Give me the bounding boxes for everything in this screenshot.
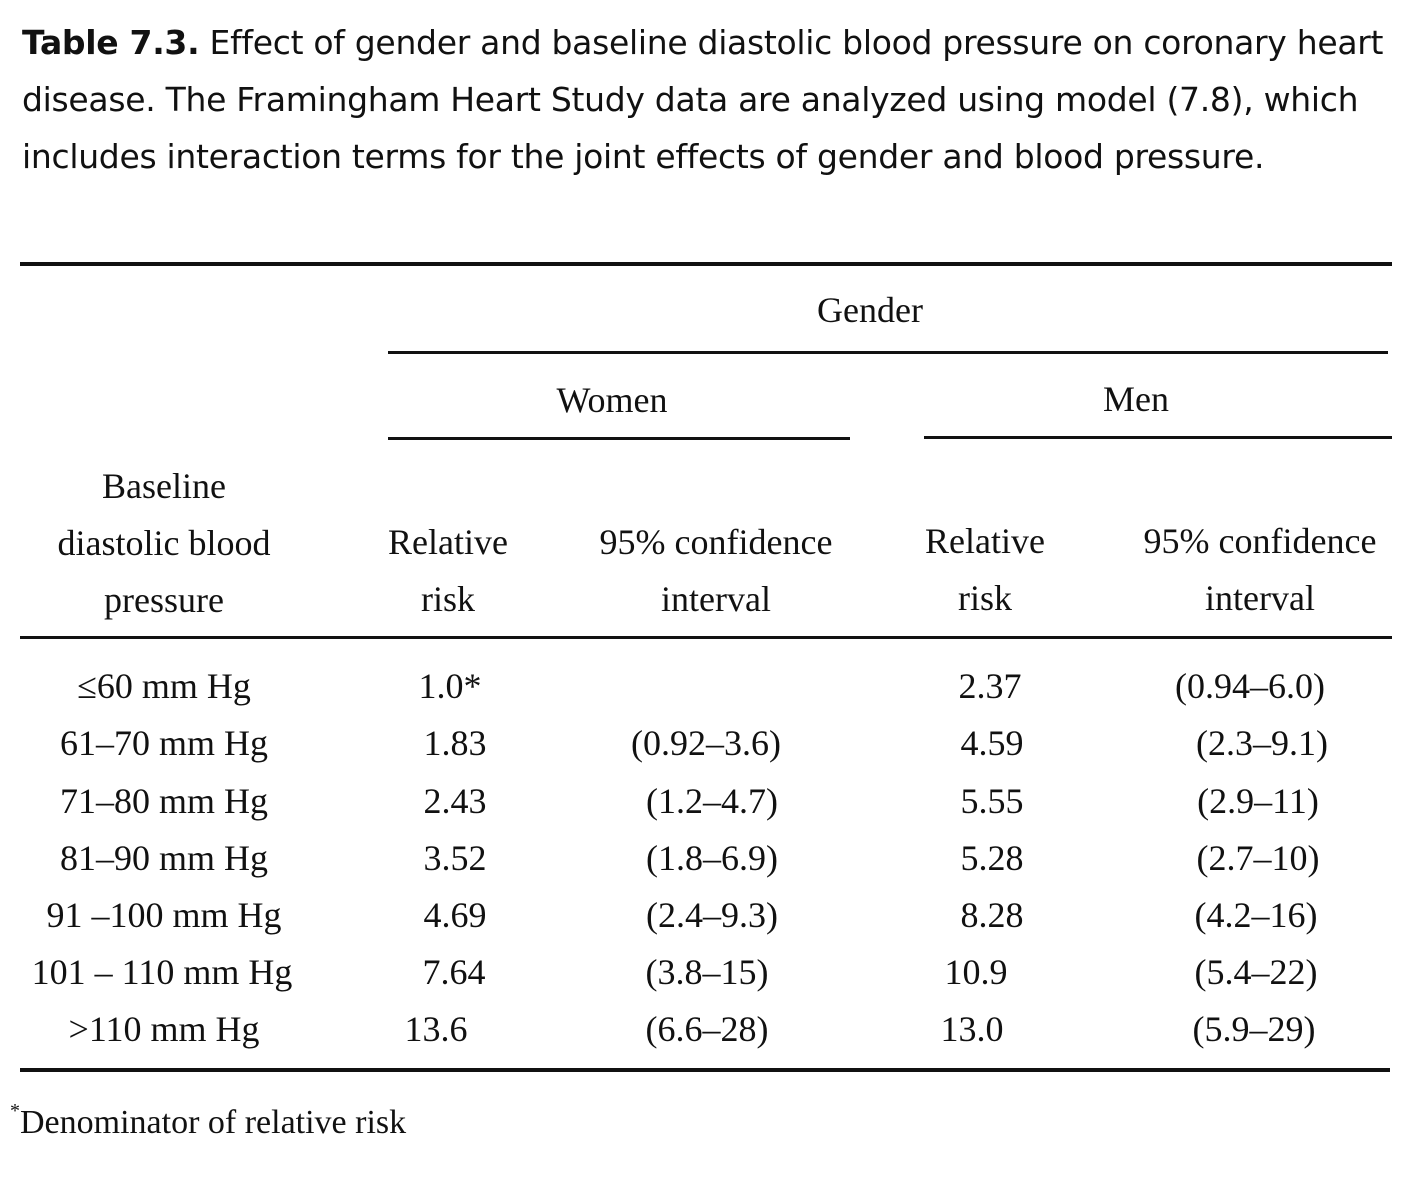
men-rr-header-1: Relative bbox=[925, 521, 1045, 561]
top-rule bbox=[20, 262, 1392, 266]
bp-cell: ≤60 mm Hg bbox=[77, 666, 251, 706]
men-ci-cell: (5.4–22) bbox=[1194, 952, 1318, 992]
women-ci-header-2: interval bbox=[661, 579, 771, 619]
gender-rule bbox=[388, 351, 1388, 354]
men-ci-header-1: 95% confidence bbox=[1143, 521, 1377, 561]
women-rr-header-1: Relative bbox=[388, 522, 508, 562]
men-ci-header-2: interval bbox=[1205, 578, 1315, 618]
bottom-rule bbox=[20, 1068, 1390, 1072]
men-ci-cell: (4.2–16) bbox=[1194, 895, 1318, 935]
women-rr-cell: 1.83 bbox=[423, 723, 487, 763]
bp-cell: 61–70 mm Hg bbox=[59, 723, 268, 763]
women-ci-cell: (0.92–3.6) bbox=[631, 723, 781, 763]
table-caption: Table 7.3. Effect of gender and baseline… bbox=[22, 14, 1402, 185]
men-ci-cell: (2.7–10) bbox=[1196, 838, 1320, 878]
caption-text: Effect of gender and baseline diastolic … bbox=[22, 23, 1384, 176]
bp-cell: >110 mm Hg bbox=[68, 1009, 260, 1049]
bp-cell: 81–90 mm Hg bbox=[59, 838, 268, 878]
footnote-mark: * bbox=[10, 1100, 20, 1122]
header-rule bbox=[20, 636, 1392, 639]
row-header-line-1: Baseline bbox=[102, 466, 226, 506]
women-ci-header-1: 95% confidence bbox=[599, 522, 833, 562]
row-header-line-3: pressure bbox=[104, 580, 224, 620]
men-rr-cell: 10.9 bbox=[944, 952, 1008, 992]
men-rr-cell: 5.28 bbox=[960, 838, 1024, 878]
women-rr-cell: 13.6 bbox=[404, 1009, 468, 1049]
men-rr-cell: 4.59 bbox=[960, 723, 1024, 763]
men-rr-cell: 2.37 bbox=[958, 666, 1022, 706]
women-ci-cell: (1.8–6.9) bbox=[646, 838, 778, 878]
women-rr-cell: 1.0* bbox=[418, 666, 482, 706]
caption-label: Table 7.3. bbox=[22, 23, 200, 62]
men-rr-cell: 13.0 bbox=[940, 1009, 1004, 1049]
women-rr-cell: 3.52 bbox=[423, 838, 487, 878]
footnote-text: Denominator of relative risk bbox=[20, 1104, 407, 1141]
women-rr-cell: 7.64 bbox=[422, 952, 486, 992]
women-ci-cell: (2.4–9.3) bbox=[646, 895, 778, 935]
bp-cell: 91 –100 mm Hg bbox=[46, 895, 282, 935]
header-gender: Gender bbox=[817, 290, 923, 330]
men-ci-cell: (2.9–11) bbox=[1197, 781, 1319, 821]
women-ci-cell: (1.2–4.7) bbox=[646, 781, 778, 821]
women-rr-header-2: risk bbox=[421, 579, 475, 619]
header-men: Men bbox=[1103, 379, 1169, 419]
bp-cell: 71–80 mm Hg bbox=[59, 781, 268, 821]
women-rule bbox=[388, 437, 850, 440]
men-ci-cell: (5.9–29) bbox=[1192, 1009, 1316, 1049]
row-header-line-2: diastolic blood bbox=[57, 523, 271, 563]
women-ci-cell: (3.8–15) bbox=[645, 952, 769, 992]
women-rr-cell: 4.69 bbox=[423, 895, 487, 935]
women-ci-cell: (6.6–28) bbox=[645, 1009, 769, 1049]
header-women: Women bbox=[556, 380, 668, 420]
men-ci-cell: (0.94–6.0) bbox=[1175, 666, 1325, 706]
bp-cell: 101 – 110 mm Hg bbox=[31, 952, 293, 992]
men-rr-header-2: risk bbox=[958, 578, 1012, 618]
men-rr-cell: 8.28 bbox=[960, 895, 1024, 935]
men-rr-cell: 5.55 bbox=[960, 781, 1024, 821]
men-rule bbox=[924, 436, 1392, 439]
men-ci-cell: (2.3–9.1) bbox=[1196, 723, 1328, 763]
footnote: *Denominator of relative risk bbox=[10, 1100, 407, 1142]
women-rr-cell: 2.43 bbox=[423, 781, 487, 821]
